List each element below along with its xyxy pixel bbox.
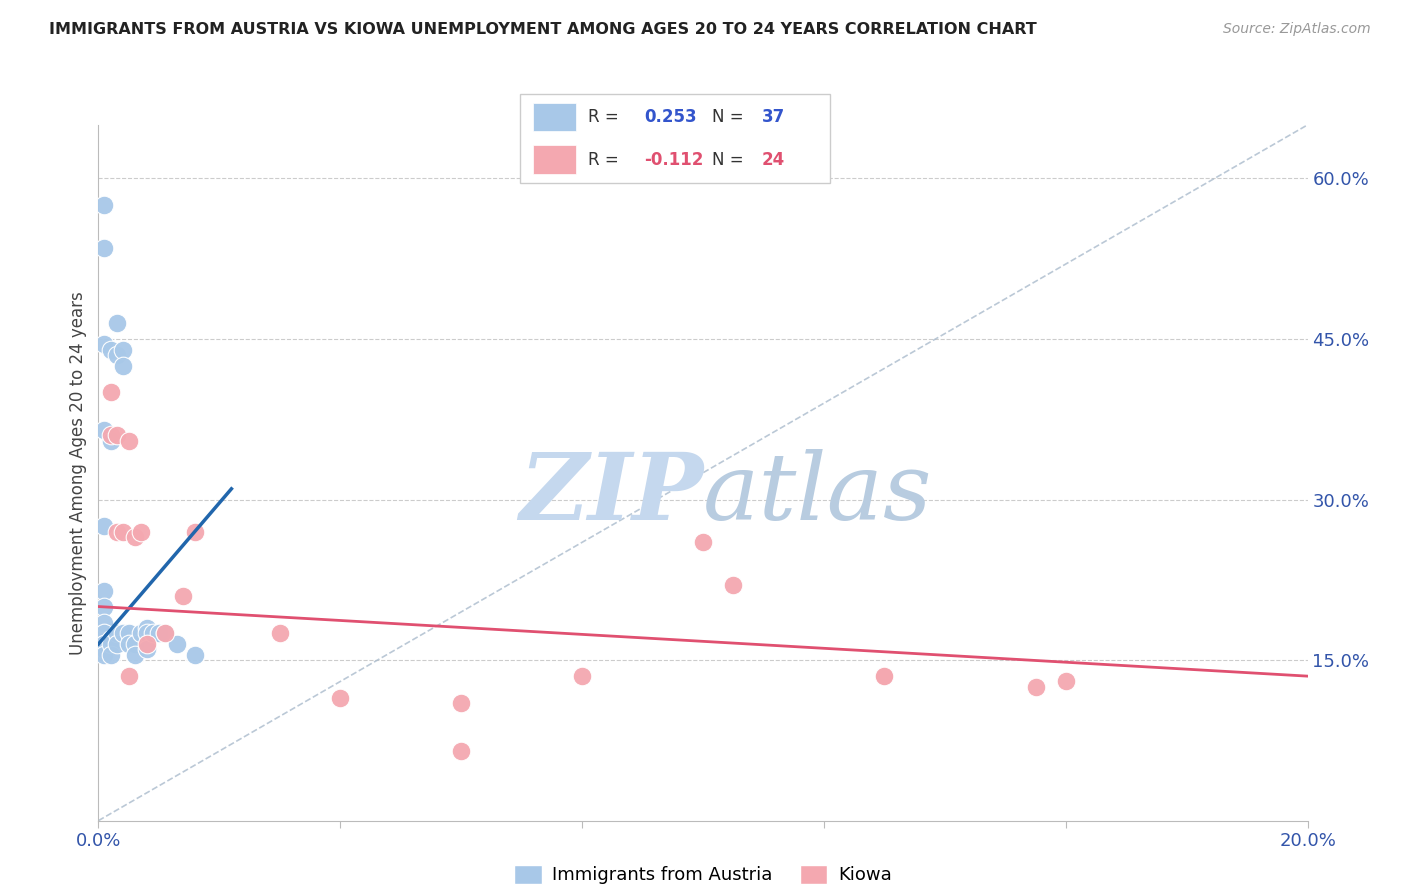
Point bbox=[118, 434, 141, 448]
Point bbox=[100, 428, 122, 442]
Text: N =: N = bbox=[711, 108, 749, 126]
Point bbox=[93, 599, 115, 614]
Point bbox=[135, 642, 157, 657]
Point bbox=[93, 198, 115, 212]
Point bbox=[142, 626, 165, 640]
Point bbox=[93, 241, 115, 255]
Point bbox=[93, 423, 115, 437]
Point bbox=[571, 669, 593, 683]
Text: Source: ZipAtlas.com: Source: ZipAtlas.com bbox=[1223, 22, 1371, 37]
Point bbox=[100, 434, 122, 448]
Point bbox=[100, 343, 122, 357]
Point bbox=[93, 615, 115, 630]
Point bbox=[135, 621, 157, 635]
Point bbox=[111, 343, 134, 357]
Point bbox=[148, 626, 170, 640]
Point bbox=[118, 626, 141, 640]
Point bbox=[111, 524, 134, 539]
Point bbox=[1054, 674, 1077, 689]
Point bbox=[111, 359, 134, 373]
Text: R =: R = bbox=[588, 151, 624, 169]
Point bbox=[450, 696, 472, 710]
Point bbox=[153, 626, 176, 640]
Point bbox=[93, 337, 115, 351]
Text: 37: 37 bbox=[762, 108, 785, 126]
Point bbox=[124, 530, 146, 544]
Point bbox=[100, 648, 122, 662]
Point bbox=[135, 637, 157, 651]
Point bbox=[184, 524, 207, 539]
Point bbox=[124, 648, 146, 662]
Text: 24: 24 bbox=[762, 151, 785, 169]
FancyBboxPatch shape bbox=[520, 94, 830, 183]
Text: -0.112: -0.112 bbox=[644, 151, 703, 169]
Point bbox=[93, 642, 115, 657]
Point bbox=[692, 535, 714, 549]
Point bbox=[105, 626, 128, 640]
Point bbox=[153, 626, 176, 640]
Point bbox=[105, 524, 128, 539]
Legend: Immigrants from Austria, Kiowa: Immigrants from Austria, Kiowa bbox=[508, 858, 898, 892]
Point bbox=[118, 669, 141, 683]
Point bbox=[873, 669, 896, 683]
Point bbox=[124, 637, 146, 651]
Point bbox=[93, 637, 115, 651]
Point bbox=[129, 524, 152, 539]
Text: R =: R = bbox=[588, 108, 624, 126]
FancyBboxPatch shape bbox=[533, 103, 576, 131]
Point bbox=[129, 626, 152, 640]
Point bbox=[93, 626, 115, 640]
Point bbox=[93, 583, 115, 598]
Point bbox=[329, 690, 352, 705]
Point bbox=[100, 385, 122, 400]
Y-axis label: Unemployment Among Ages 20 to 24 years: Unemployment Among Ages 20 to 24 years bbox=[69, 291, 87, 655]
Text: N =: N = bbox=[711, 151, 749, 169]
Text: atlas: atlas bbox=[703, 449, 932, 539]
Point bbox=[105, 348, 128, 362]
Point bbox=[135, 626, 157, 640]
Text: 0.253: 0.253 bbox=[644, 108, 696, 126]
Point bbox=[184, 648, 207, 662]
Point bbox=[100, 637, 122, 651]
Point bbox=[100, 632, 122, 646]
Point bbox=[93, 519, 115, 533]
Point bbox=[1024, 680, 1046, 694]
FancyBboxPatch shape bbox=[533, 145, 576, 174]
Point bbox=[105, 316, 128, 330]
Point bbox=[723, 578, 745, 592]
Point bbox=[118, 637, 141, 651]
Text: IMMIGRANTS FROM AUSTRIA VS KIOWA UNEMPLOYMENT AMONG AGES 20 TO 24 YEARS CORRELAT: IMMIGRANTS FROM AUSTRIA VS KIOWA UNEMPLO… bbox=[49, 22, 1038, 37]
Point bbox=[111, 626, 134, 640]
Point bbox=[166, 637, 188, 651]
Point bbox=[873, 669, 896, 683]
Point bbox=[105, 637, 128, 651]
Point bbox=[105, 428, 128, 442]
Point bbox=[269, 626, 291, 640]
Point bbox=[172, 589, 194, 603]
Point bbox=[450, 744, 472, 758]
Point bbox=[93, 648, 115, 662]
Text: ZIP: ZIP bbox=[519, 449, 703, 539]
